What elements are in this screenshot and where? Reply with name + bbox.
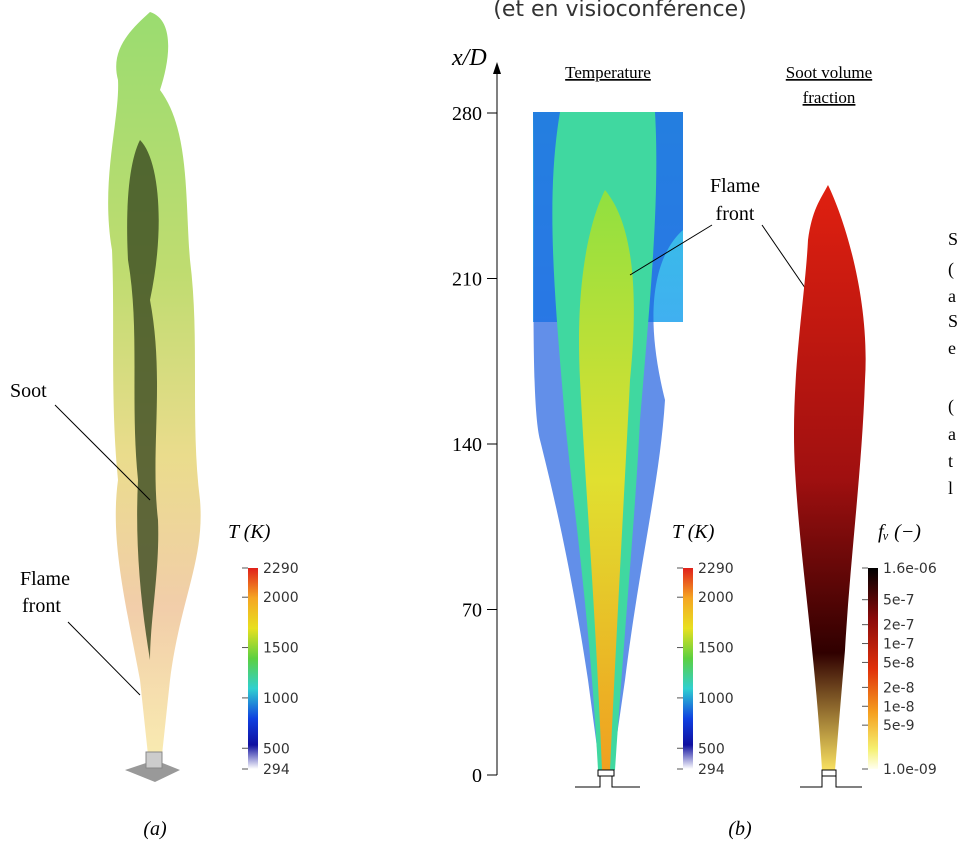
cut-text-line: a bbox=[948, 286, 956, 306]
cut-text-line: t bbox=[948, 451, 953, 471]
colorbar-tick-label: 500 bbox=[698, 741, 725, 757]
tick-label: 0 bbox=[472, 765, 482, 787]
axis-arrow bbox=[493, 62, 501, 74]
colorbar bbox=[683, 568, 693, 769]
leader-line bbox=[761, 224, 813, 299]
colorbar bbox=[248, 568, 258, 769]
flame-front-label: Flame bbox=[710, 175, 760, 197]
colorbar-tick-label: 1.6e-06 bbox=[883, 561, 937, 577]
temperature-field-image bbox=[533, 112, 683, 788]
flame-front-label: front bbox=[716, 203, 755, 225]
colorbar-tick-label: 294 bbox=[263, 762, 290, 778]
colorbar-tick-label: 2290 bbox=[263, 561, 299, 577]
column-title: Temperature bbox=[565, 63, 651, 82]
colorbar-tick-label: 1.0e-09 bbox=[883, 762, 937, 778]
colorbar-tick-label: 2290 bbox=[698, 561, 734, 577]
colorbar-tick-label: 2e-7 bbox=[883, 618, 914, 634]
colorbar-tick-label: 5e-9 bbox=[883, 718, 914, 734]
colorbar bbox=[868, 568, 878, 769]
leader-line bbox=[629, 224, 713, 276]
panel-label: (a) bbox=[143, 818, 167, 840]
tick-label: 210 bbox=[452, 269, 482, 291]
colorbar-tick-label: 1500 bbox=[263, 641, 299, 657]
cut-text-line: a bbox=[948, 424, 956, 444]
tick-label: 280 bbox=[452, 103, 482, 125]
colorbar-tick-label: 1e-8 bbox=[883, 699, 914, 715]
colorbar-title: T (K) bbox=[672, 521, 715, 543]
colorbar-tick-label: 2e-8 bbox=[883, 680, 914, 696]
colorbar-tick-label: 294 bbox=[698, 762, 725, 778]
column-title: fraction bbox=[803, 88, 856, 107]
flame-front-label: Flame bbox=[20, 568, 70, 590]
colorbar-tick-label: 1000 bbox=[698, 691, 734, 707]
panel-label: (b) bbox=[728, 818, 752, 840]
soot-label: Soot bbox=[10, 380, 47, 402]
cut-text: S(aSe(atl bbox=[948, 229, 958, 498]
leader-line bbox=[54, 404, 151, 501]
colorbar-tick-label: 2000 bbox=[263, 590, 299, 606]
tick-label: 70 bbox=[462, 600, 482, 622]
flame-a-image bbox=[108, 12, 201, 782]
cut-text-line: S bbox=[948, 229, 958, 249]
colorbar-tick-label: 1000 bbox=[263, 691, 299, 707]
colorbar-tick-label: 500 bbox=[263, 741, 290, 757]
axis-label: x/D bbox=[451, 45, 487, 71]
cut-text-line: e bbox=[948, 338, 956, 358]
cut-text-line: ( bbox=[948, 396, 954, 417]
flame-front-label: front bbox=[22, 595, 61, 617]
colorbar-title: fᵥ (−) bbox=[878, 521, 921, 543]
colorbar-tick-label: 5e-8 bbox=[883, 655, 914, 671]
colorbar-tick-label: 1e-7 bbox=[883, 637, 914, 653]
page-title: (et en visioconférence) bbox=[493, 0, 746, 22]
colorbar-tick-label: 2000 bbox=[698, 590, 734, 606]
column-title: Soot volume bbox=[786, 63, 872, 82]
cut-text-line: S bbox=[948, 311, 958, 331]
cut-text-line: l bbox=[948, 478, 953, 498]
cut-text-line: ( bbox=[948, 259, 954, 280]
colorbar-tick-label: 1500 bbox=[698, 641, 734, 657]
tick-label: 140 bbox=[452, 434, 482, 456]
colorbar-tick-label: 5e-7 bbox=[883, 593, 914, 609]
leader-line bbox=[67, 621, 141, 696]
colorbar-title: T (K) bbox=[228, 521, 271, 543]
soot-field-image bbox=[793, 185, 866, 788]
